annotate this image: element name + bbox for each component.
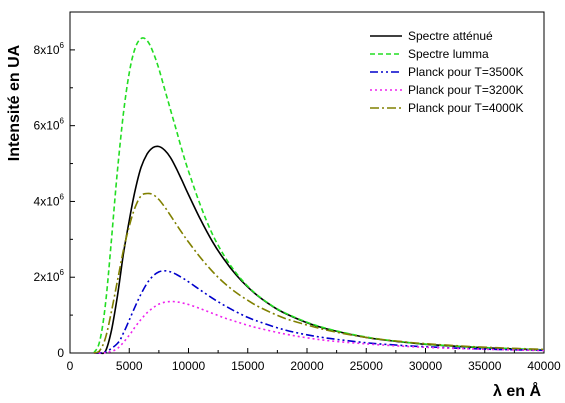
y-tick-label: 0 — [57, 346, 64, 360]
x-tick-label: 10000 — [172, 359, 206, 373]
x-axis: 0 5000 10000 15000 20000 25000 30000 35000 40000 — [67, 348, 561, 373]
y-tick-label: 6x106 — [34, 117, 65, 133]
y-axis: 0 2x106 4x106 6x106 8x106 — [34, 41, 75, 360]
series-line-1 — [93, 145, 545, 355]
x-tick-label: 25000 — [350, 359, 384, 373]
series-line-2 — [92, 37, 545, 354]
x-tick-label: 15000 — [231, 359, 265, 373]
series-lines — [92, 37, 545, 355]
y-tick-label: 4x106 — [34, 192, 65, 208]
legend-label: Planck pour T=3200K — [408, 83, 524, 97]
legend-label: Planck pour T=3500K — [408, 65, 524, 79]
x-tick-label: 40000 — [527, 359, 561, 373]
x-tick-label: 30000 — [409, 359, 443, 373]
x-tick-label: 20000 — [290, 359, 324, 373]
legend-label: Spectre lumma — [408, 47, 489, 61]
x-tick-label: 35000 — [468, 359, 502, 373]
legend-label: Spectre atténué — [408, 29, 493, 43]
y-tick-label: 2x106 — [34, 268, 65, 284]
x-axis-title: λ en Å — [493, 381, 541, 400]
x-tick-label: 0 — [67, 359, 74, 373]
y-axis-title: Intensité en UA — [6, 44, 23, 161]
series-line-3 — [93, 269, 545, 354]
legend: Spectre atténué Spectre lumma Planck pour … — [370, 29, 524, 115]
y-tick-label: 8x106 — [34, 41, 65, 57]
series-line-5 — [93, 192, 545, 354]
x-tick-label: 5000 — [116, 359, 143, 373]
plot-frame — [69, 11, 545, 354]
legend-label: Planck pour T=4000K — [408, 101, 524, 115]
